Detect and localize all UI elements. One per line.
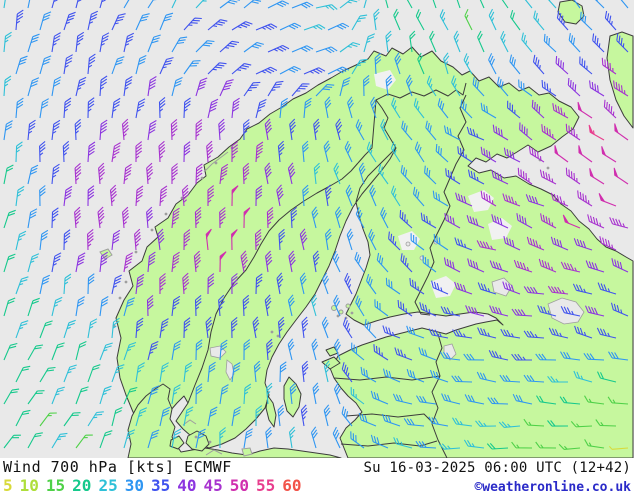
- legend-value-10: 10: [20, 476, 39, 495]
- coast-speck: [151, 229, 154, 232]
- legend-value-25: 25: [98, 476, 117, 495]
- valid-datetime: Su 16-03-2025 06:00 UTC (12+42): [364, 460, 632, 476]
- coast-speck: [165, 213, 168, 216]
- copyright: ©weatheronline.co.uk: [474, 480, 631, 495]
- caption-bar: Wind 700 hPa [kts] ECMWF Su 16-03-2025 0…: [0, 458, 634, 490]
- coast-speck: [215, 162, 218, 165]
- coast-speck: [125, 281, 128, 284]
- legend-value-50: 50: [230, 476, 249, 495]
- coast-speck: [271, 331, 274, 334]
- legend-value-40: 40: [177, 476, 196, 495]
- wind-speed-legend: 5 10 15 20 25 30 35 40 45 50 55 60: [3, 476, 302, 495]
- coast-speck: [195, 436, 198, 439]
- legend-value-20: 20: [72, 476, 91, 495]
- island-aland: [346, 304, 350, 308]
- coast-speck: [337, 315, 340, 318]
- wind-barb-chart: [0, 0, 634, 458]
- coast-speck: [277, 335, 280, 338]
- legend-value-15: 15: [46, 476, 65, 495]
- island-aland: [339, 310, 343, 314]
- legend-value-30: 30: [125, 476, 144, 495]
- coast-speck: [547, 167, 550, 170]
- chart-title: Wind 700 hPa [kts] ECMWF: [3, 458, 232, 476]
- weather-map: [0, 0, 634, 458]
- coast-speck: [135, 251, 138, 254]
- coast-speck: [209, 441, 212, 444]
- legend-value-60: 60: [282, 476, 301, 495]
- coast-speck: [351, 312, 354, 315]
- legend-value-5: 5: [3, 476, 13, 495]
- coast-speck: [201, 177, 204, 180]
- island-bornholm: [242, 448, 252, 456]
- legend-value-45: 45: [204, 476, 223, 495]
- legend-value-35: 35: [151, 476, 170, 495]
- legend-value-55: 55: [256, 476, 275, 495]
- coast-speck: [119, 297, 122, 300]
